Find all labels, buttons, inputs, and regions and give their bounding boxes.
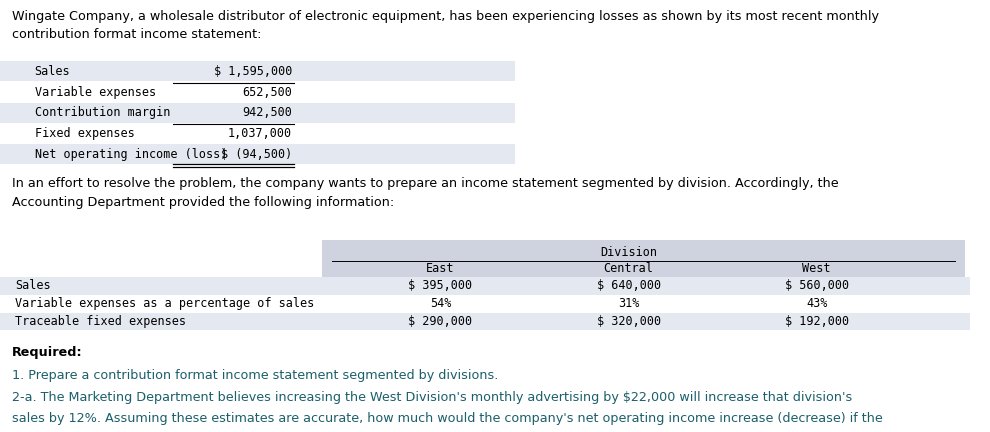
Text: Variable expenses: Variable expenses <box>35 86 155 98</box>
Text: Traceable fixed expenses: Traceable fixed expenses <box>15 315 186 328</box>
Text: Required:: Required: <box>12 346 82 359</box>
Text: Fixed expenses: Fixed expenses <box>35 127 135 140</box>
Text: 31%: 31% <box>618 297 640 310</box>
Text: West: West <box>803 262 831 275</box>
Bar <box>0 61 515 81</box>
Bar <box>0 313 970 330</box>
Bar <box>0 103 515 123</box>
Text: $ 395,000: $ 395,000 <box>409 280 472 292</box>
Text: $ 320,000: $ 320,000 <box>597 315 660 328</box>
Text: Division: Division <box>600 246 657 259</box>
Text: Sales: Sales <box>35 65 70 78</box>
Text: Contribution margin: Contribution margin <box>35 106 170 119</box>
Text: $ 1,595,000: $ 1,595,000 <box>214 65 292 78</box>
Text: 942,500: 942,500 <box>243 106 292 119</box>
Text: In an effort to resolve the problem, the company wants to prepare an income stat: In an effort to resolve the problem, the… <box>12 177 839 209</box>
Bar <box>0 277 970 295</box>
Text: 43%: 43% <box>806 297 828 310</box>
Text: 1,037,000: 1,037,000 <box>228 127 292 140</box>
Text: sales by 12%. Assuming these estimates are accurate, how much would the company': sales by 12%. Assuming these estimates a… <box>12 412 883 425</box>
Text: 54%: 54% <box>430 297 451 310</box>
Bar <box>322 240 965 278</box>
Text: $ 640,000: $ 640,000 <box>597 280 660 292</box>
Text: Wingate Company, a wholesale distributor of electronic equipment, has been exper: Wingate Company, a wholesale distributor… <box>12 10 879 41</box>
Text: Variable expenses as a percentage of sales: Variable expenses as a percentage of sal… <box>15 297 314 310</box>
Text: 1. Prepare a contribution format income statement segmented by divisions.: 1. Prepare a contribution format income … <box>12 369 498 382</box>
Text: $ 192,000: $ 192,000 <box>785 315 848 328</box>
Text: $ 560,000: $ 560,000 <box>785 280 848 292</box>
Text: 652,500: 652,500 <box>243 86 292 98</box>
Text: East: East <box>427 262 454 275</box>
Text: 2-a. The Marketing Department believes increasing the West Division's monthly ad: 2-a. The Marketing Department believes i… <box>12 391 852 403</box>
Bar <box>0 144 515 164</box>
Text: Central: Central <box>604 262 653 275</box>
Text: $ 290,000: $ 290,000 <box>409 315 472 328</box>
Text: Sales: Sales <box>15 280 50 292</box>
Text: Net operating income (loss): Net operating income (loss) <box>35 148 227 161</box>
Text: $ (94,500): $ (94,500) <box>221 148 292 161</box>
